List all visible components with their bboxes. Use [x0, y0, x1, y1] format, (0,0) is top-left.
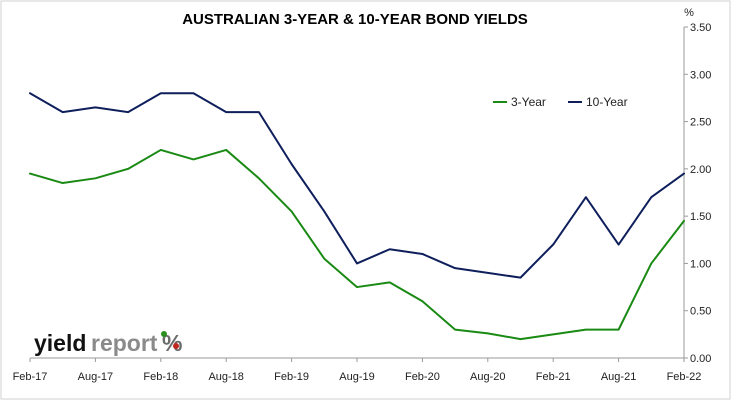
y-tick-label: 0.50 — [690, 306, 711, 318]
logo-yield-text: yield — [34, 330, 86, 356]
x-tick-label: Aug-20 — [470, 371, 505, 383]
y-tick-label: 2.50 — [690, 117, 711, 129]
y-tick-label: 3.50 — [690, 22, 711, 34]
logo-green-dot — [161, 331, 167, 337]
series-line-3-year — [29, 148, 685, 341]
x-tick-label: Aug-18 — [208, 371, 243, 383]
yieldreport-logo: yield report % — [34, 330, 182, 356]
x-tick-label: Feb-22 — [667, 371, 702, 383]
legend-label: 10-Year — [586, 95, 628, 109]
chart-title: AUSTRALIAN 3-YEAR & 10-YEAR BOND YIELDS — [182, 11, 528, 28]
axis-layer: 0.00 0.50 1.00 1.50 2.00 2.50 3.00 3.50 Feb-17 Au… — [13, 22, 712, 383]
x-tick-label: Aug-19 — [339, 371, 374, 383]
legend: 3-Year 10-Year — [493, 95, 628, 109]
logo-report-text: report — [91, 330, 158, 356]
logo-percent-text: % — [162, 330, 182, 356]
y-tick-label: 3.00 — [690, 69, 711, 81]
x-tick-label: Feb-17 — [13, 371, 48, 383]
y-tick-label: 2.00 — [690, 164, 711, 176]
x-tick-label: Feb-18 — [143, 371, 178, 383]
series-line-10-year — [29, 92, 685, 279]
logo-red-dot — [173, 343, 179, 349]
legend-item-10-year: 10-Year — [568, 95, 628, 109]
y-tick-label: 0.00 — [690, 353, 711, 365]
legend-item-3-year: 3-Year — [493, 95, 546, 109]
x-tick-label: Aug-21 — [601, 371, 636, 383]
x-tick-label: Feb-20 — [405, 371, 440, 383]
y-axis-unit-label: % — [684, 7, 694, 19]
y-tick-label: 1.00 — [690, 258, 711, 270]
x-tick-label: Feb-19 — [274, 371, 309, 383]
legend-label: 3-Year — [511, 95, 546, 109]
y-tick-label: 1.50 — [690, 211, 711, 223]
x-tick-label: Aug-17 — [78, 371, 113, 383]
series-layer — [29, 92, 685, 341]
x-tick-label: Feb-21 — [536, 371, 571, 383]
